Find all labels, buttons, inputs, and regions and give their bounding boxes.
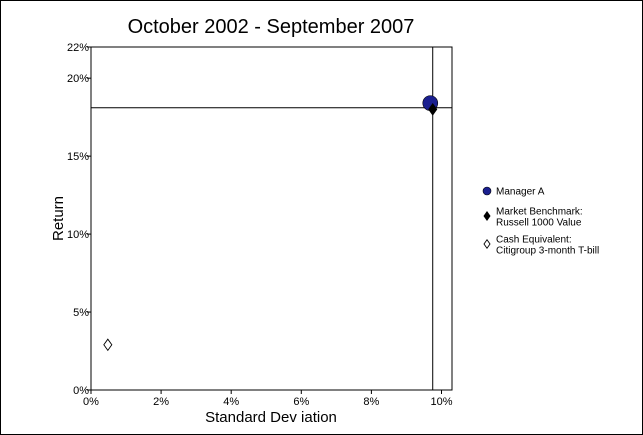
x-tick-label: 4%: [223, 396, 239, 408]
legend-label: Citigroup 3-month T-bill: [496, 246, 599, 257]
chart-title: October 2002 - September 2007: [128, 16, 415, 38]
reference-lines: [91, 47, 452, 390]
legend-label: Manager A: [496, 187, 545, 198]
x-axis-title: Standard Dev iation: [205, 409, 337, 426]
legend-label: Cash Equivalent:: [496, 235, 572, 246]
y-tick-label: 10%: [67, 229, 89, 241]
x-tick-label: 2%: [153, 396, 169, 408]
y-tick-label: 22%: [67, 42, 89, 54]
y-tick-label: 15%: [67, 151, 89, 163]
x-tick-label: 8%: [363, 396, 379, 408]
x-tick-label: 10%: [430, 396, 452, 408]
y-tick-label: 0%: [73, 385, 89, 397]
y-tick-label: 20%: [67, 73, 89, 85]
legend-marker-0: [482, 186, 492, 196]
plot-area: [90, 46, 453, 391]
data-points: [103, 95, 439, 352]
y-axis-title: Return: [50, 196, 67, 241]
legend-label: Russell 1000 Value: [496, 218, 582, 229]
ticks-layer: 0% 2% 4% 6% 8% 10% 0% 5% 10% 15% 20% 22%: [67, 42, 453, 408]
point-cash-equivalent: [103, 338, 113, 352]
point-benchmark: [428, 102, 438, 116]
legend-label: Market Benchmark:: [496, 207, 583, 218]
x-tick-label: 0%: [83, 396, 99, 408]
legend-marker-1: [483, 211, 491, 221]
legend-marker-2: [483, 239, 491, 249]
legend: Manager A Market Benchmark:Russell 1000 V…: [482, 186, 599, 257]
x-tick-label: 6%: [293, 396, 309, 408]
y-tick-label: 5%: [73, 307, 89, 319]
